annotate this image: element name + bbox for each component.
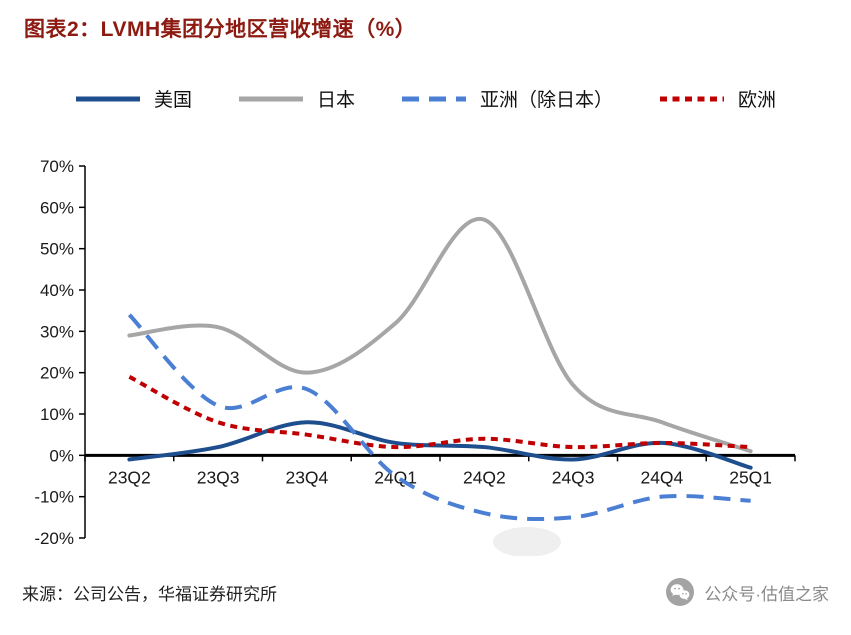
watermark — [493, 527, 561, 557]
x-axis-label: 24Q3 — [552, 467, 595, 487]
series-line-japan — [127, 217, 753, 454]
y-axis-label: 50% — [40, 240, 74, 259]
y-axis-label: 60% — [40, 198, 74, 217]
legend-item-europe: 欧洲 — [659, 85, 776, 112]
chart-area: 70% 60% 50% 40% 30% 20% 10% 0% -10% -20% 23Q2 23Q3 2… — [15, 148, 851, 561]
y-axis-label: 20% — [40, 364, 74, 383]
wechat-badge: 公众号·估值之家 — [665, 577, 829, 607]
legend-label-asia-ex-japan: 亚洲（除日本） — [480, 90, 614, 111]
legend-item-asia-ex-japan: 亚洲（除日本） — [401, 85, 613, 112]
source-note: 来源：公司公告，华福证券研究所 — [22, 584, 277, 604]
y-axis-label: 30% — [40, 322, 74, 341]
legend-label-japan: 日本 — [316, 90, 355, 111]
y-axis-label: 40% — [40, 281, 74, 300]
legend-swatch-us — [75, 96, 140, 101]
y-axis-label: -10% — [34, 488, 74, 507]
y-axis-label: -20% — [34, 529, 74, 548]
x-axis-label: 24Q2 — [463, 467, 506, 487]
legend-label-us: 美国 — [153, 90, 192, 111]
series-line-asia-ex-japan — [127, 313, 751, 522]
wechat-icon — [666, 578, 695, 606]
x-axis-label: 23Q4 — [285, 467, 328, 487]
footer: 来源：公司公告，华福证券研究所 公众号·估值之家 — [0, 577, 851, 607]
legend-item-us: 美国 — [75, 85, 192, 112]
line-chart: 70% 60% 50% 40% 30% 20% 10% 0% -10% -20% 23Q2 23Q3 2… — [34, 157, 796, 557]
x-axis-label: 25Q1 — [729, 467, 772, 487]
y-axis-label: 70% — [40, 157, 74, 176]
x-axis-label: 23Q3 — [197, 467, 240, 487]
legend-swatch-europe — [660, 96, 725, 101]
legend-label-europe: 欧洲 — [738, 90, 777, 111]
report-figure: 图表2：LVMH集团分地区营收增速（%） 美国 日本 亚洲（除日本） 欧洲 70% 60… — [0, 18, 851, 607]
x-axis-label: 24Q4 — [640, 467, 683, 487]
wechat-badge-text: 公众号·估值之家 — [704, 584, 829, 604]
legend: 美国 日本 亚洲（除日本） 欧洲 — [0, 85, 851, 112]
legend-swatch-asia-ex-japan — [402, 96, 466, 101]
y-axis-label: 10% — [40, 405, 74, 424]
figure-title: 图表2：LVMH集团分地区营收增速（%） — [24, 18, 417, 41]
y-axis-label: 0% — [49, 446, 74, 465]
legend-item-japan: 日本 — [238, 85, 355, 112]
x-axis-label: 23Q2 — [108, 467, 151, 487]
series-line-europe — [128, 375, 751, 450]
legend-swatch-japan — [238, 96, 303, 101]
